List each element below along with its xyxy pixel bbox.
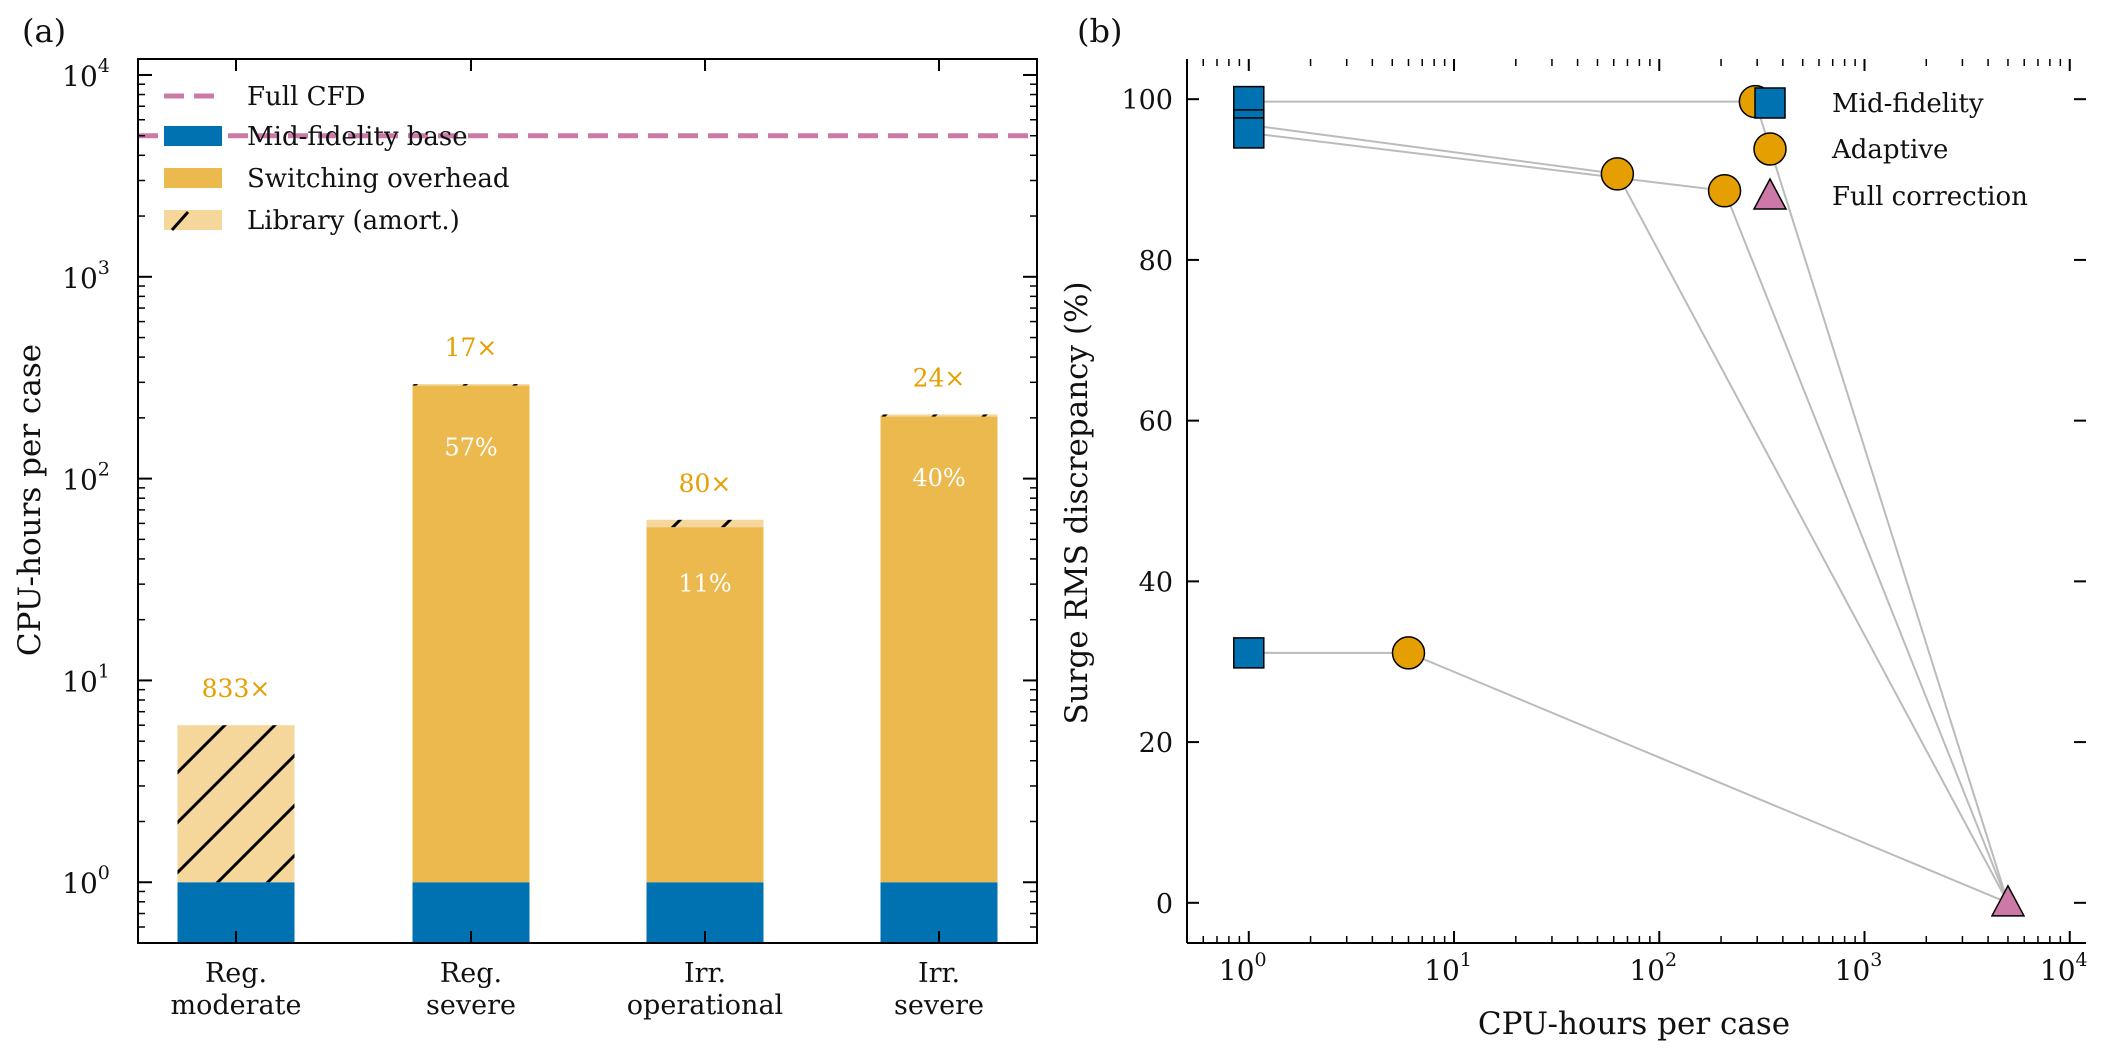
category-label: severe (426, 990, 516, 1021)
y-tick-label: 0 (1156, 889, 1173, 920)
legend-label: Full CFD (247, 82, 365, 112)
legend-label: Full correction (1832, 182, 2028, 212)
connector-line (1248, 131, 2009, 904)
category-label: Irr. (918, 958, 960, 989)
x-tick-exponent: 1 (1460, 949, 1472, 971)
x-tick-base: 10 (1424, 954, 1460, 987)
point-full-correction (1990, 884, 2026, 917)
category-label: Reg. (440, 958, 502, 989)
legend-marker-full-correction (1752, 177, 1788, 210)
x-tick-base: 10 (1835, 954, 1871, 987)
legend-handle-switching-overhead (164, 168, 222, 188)
connector-line (1248, 123, 2009, 904)
legend-handle-library (164, 210, 222, 230)
y-tick-base: 10 (62, 262, 98, 295)
point-mid-fidelity (1233, 637, 1265, 669)
y-tick-label: 102 (62, 459, 110, 497)
legend-handle-mid-fidelity-base (164, 126, 222, 146)
panel-label: (b) (1077, 12, 1122, 50)
y-tick-label: 100 (1121, 85, 1173, 116)
y-tick-label: 104 (62, 55, 110, 93)
connector-line (1248, 100, 2009, 904)
x-tick-label: 104 (2040, 949, 2088, 987)
x-tick-base: 10 (1219, 954, 1255, 987)
x-tick-exponent: 2 (1665, 949, 1677, 971)
category-label: operational (627, 990, 783, 1021)
category-label: severe (894, 990, 984, 1021)
speedup-label: 24× (913, 363, 966, 392)
y-tick-exponent: 1 (98, 660, 110, 682)
y-tick-label: 100 (62, 862, 110, 900)
legend-marker-adaptive (1753, 132, 1787, 166)
bar-segment-library-amort- (880, 414, 998, 417)
bar-segment-switching-overhead (880, 416, 998, 883)
legend-label: Library (amort.) (247, 206, 460, 236)
x-tick-base: 10 (2040, 954, 2076, 987)
y-tick-exponent: 4 (98, 55, 110, 77)
x-axis-label: CPU-hours per case (1478, 1006, 1790, 1042)
axes-frame (137, 58, 1038, 944)
y-tick-base: 10 (62, 60, 98, 93)
y-tick-label: 80 (1139, 246, 1173, 277)
y-axis-label: Surge RMS discrepancy (%) (1059, 281, 1095, 724)
x-tick-label: 101 (1424, 949, 1472, 987)
y-tick-label: 60 (1139, 407, 1173, 438)
percent-label: 57% (444, 434, 497, 462)
y-tick-label: 20 (1139, 728, 1173, 759)
y-tick-label: 101 (62, 660, 110, 698)
x-tick-exponent: 3 (1870, 949, 1882, 971)
bar-segment-library-amort- (412, 384, 530, 386)
y-tick-base: 10 (62, 665, 98, 698)
bar-segment-switching-overhead (646, 527, 764, 883)
speedup-label: 80× (679, 469, 732, 498)
percent-label: 11% (678, 569, 731, 597)
category-label: Irr. (684, 958, 726, 989)
panel-a-bar-chart: (a)CPU-hours per case833×Reg.moderate17×… (12, 12, 1038, 1021)
bar-segment-library-amort- (177, 725, 295, 883)
y-tick-exponent: 2 (98, 459, 110, 481)
category-label: Reg. (205, 958, 267, 989)
percent-label: 40% (912, 464, 965, 492)
x-tick-label: 103 (1835, 949, 1883, 987)
y-tick-base: 10 (62, 464, 98, 497)
x-tick-label: 102 (1629, 949, 1677, 987)
y-tick-label: 103 (62, 257, 110, 295)
legend-label: Adaptive (1831, 135, 1948, 165)
legend-label: Mid-fidelity base (247, 122, 468, 152)
speedup-label: 833× (202, 674, 271, 703)
point-mid-fidelity (1233, 117, 1265, 149)
legend-label: Switching overhead (247, 164, 510, 194)
point-adaptive (1391, 636, 1426, 670)
bar-segment-library-amort- (646, 519, 764, 528)
point-adaptive (1600, 157, 1635, 191)
speedup-label: 17× (445, 333, 498, 362)
y-tick-base: 10 (62, 867, 98, 900)
y-tick-exponent: 0 (98, 862, 110, 884)
x-tick-exponent: 4 (2076, 949, 2088, 971)
x-tick-exponent: 0 (1255, 949, 1267, 971)
y-tick-exponent: 3 (98, 257, 110, 279)
legend-hatch-stroke (170, 211, 190, 231)
point-adaptive (1707, 174, 1742, 208)
x-tick-label: 100 (1219, 949, 1267, 987)
bar-segment-switching-overhead (412, 385, 530, 883)
legend-marker-mid-fidelity (1754, 87, 1786, 119)
category-label: moderate (171, 990, 302, 1021)
y-tick-label: 40 (1139, 567, 1173, 598)
panel-label: (a) (22, 12, 66, 50)
x-tick-base: 10 (1629, 954, 1665, 987)
y-axis-label: CPU-hours per case (12, 344, 48, 656)
legend-label: Mid-fidelity (1832, 89, 1984, 119)
panel-b-scatter-chart: (b) Surge RMS discrepancy (%) CPU-hours pe… (1059, 12, 2088, 1042)
